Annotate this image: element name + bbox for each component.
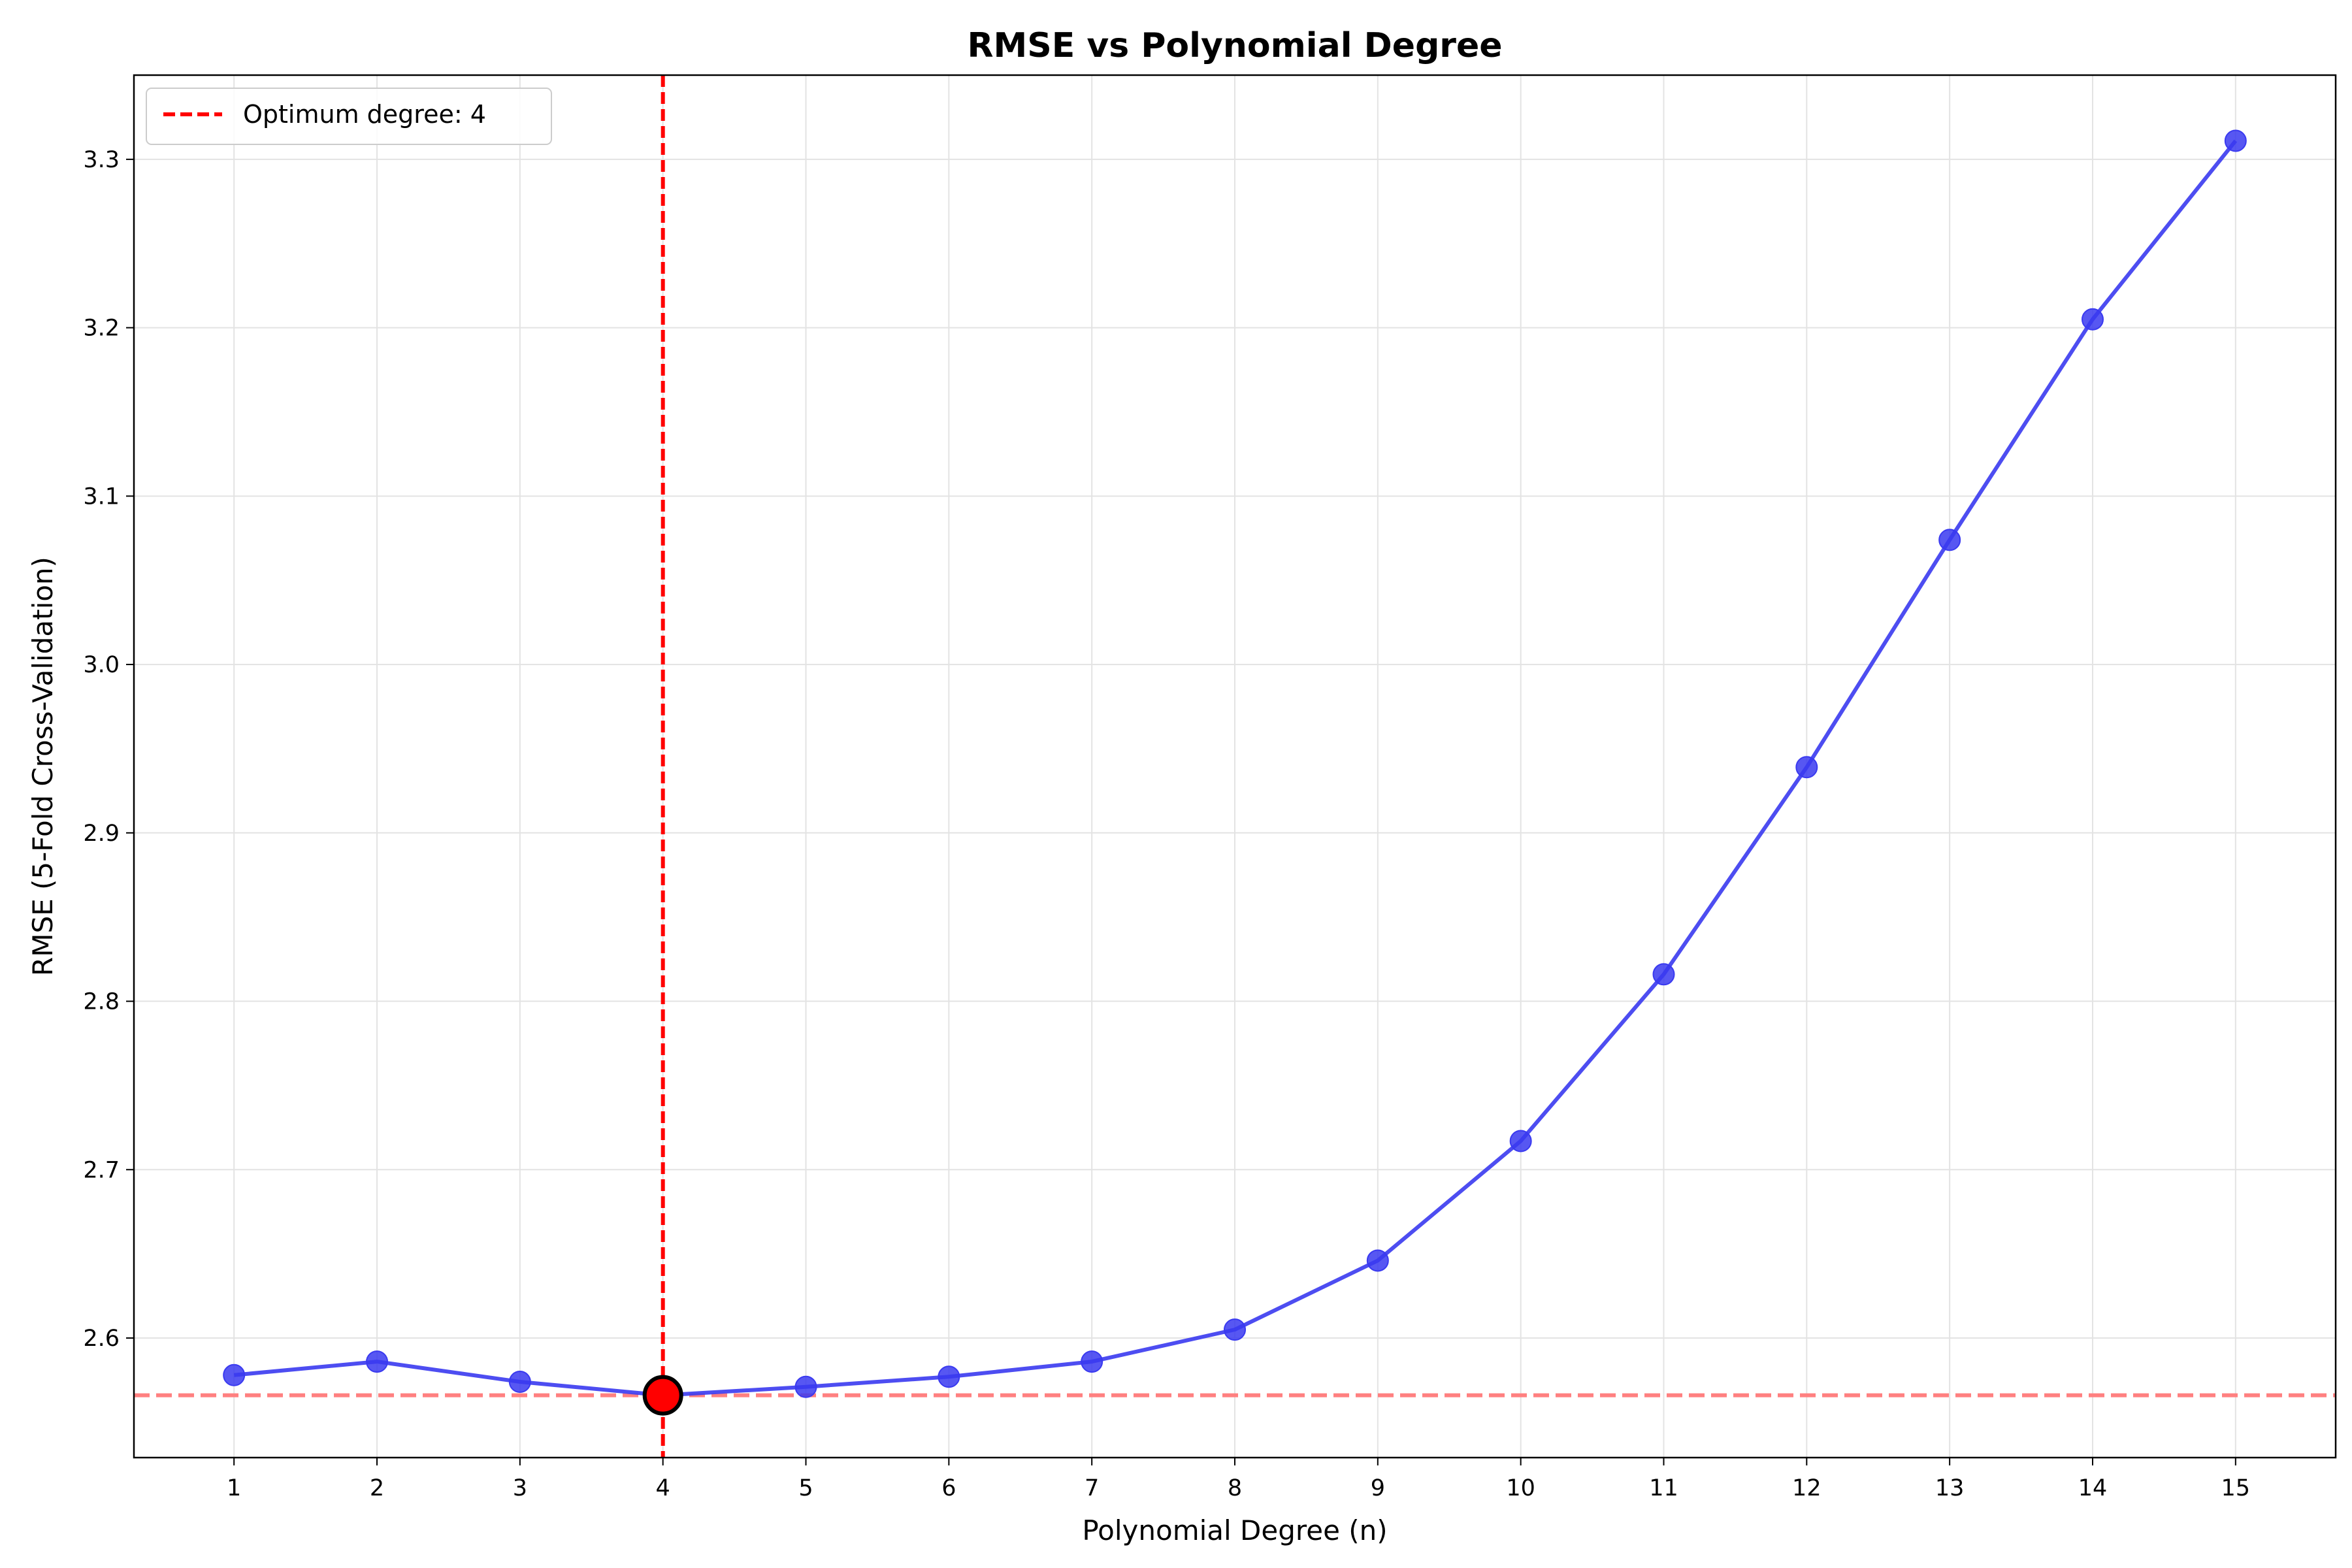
x-axis-ticks: 1 2 3 4 5 6 7 8 9 10 11 12 13 14 15 xyxy=(227,1458,2250,1501)
y-tick-label: 3.3 xyxy=(83,147,120,173)
x-tick-label: 7 xyxy=(1085,1475,1099,1501)
x-tick-label: 3 xyxy=(513,1475,527,1501)
y-tick-label: 2.7 xyxy=(83,1157,120,1183)
chart-title: RMSE vs Polynomial Degree xyxy=(968,26,1503,65)
y-tick-label: 2.6 xyxy=(83,1326,120,1352)
y-tick-label: 3.2 xyxy=(83,316,120,342)
data-point-degree-7 xyxy=(1081,1350,1103,1373)
x-tick-label: 14 xyxy=(2078,1475,2108,1501)
y-axis-ticks: 2.6 2.7 2.8 2.9 3.0 3.1 3.2 3.3 xyxy=(83,147,134,1352)
data-point-degree-8 xyxy=(1224,1318,1246,1341)
data-point-degree-3 xyxy=(508,1371,531,1394)
data-point-degree-1 xyxy=(223,1364,246,1386)
y-tick-label: 2.8 xyxy=(83,989,120,1015)
x-tick-label: 5 xyxy=(798,1475,813,1501)
data-point-degree-13 xyxy=(1938,529,1961,551)
x-tick-label: 6 xyxy=(941,1475,956,1501)
grid-lines xyxy=(134,75,2336,1458)
data-point-degree-10 xyxy=(1509,1130,1532,1152)
optimum-marker xyxy=(642,1375,683,1416)
data-point-degree-12 xyxy=(1795,756,1818,779)
x-tick-label: 9 xyxy=(1371,1475,1385,1501)
x-tick-label: 13 xyxy=(1935,1475,1965,1501)
y-axis-label: RMSE (5-Fold Cross-Validation) xyxy=(27,557,59,976)
x-tick-label: 10 xyxy=(1506,1475,1535,1501)
y-tick-label: 2.9 xyxy=(83,821,120,847)
x-tick-label: 2 xyxy=(370,1475,384,1501)
legend-box xyxy=(146,88,552,145)
rmse-series xyxy=(223,129,2247,1407)
x-tick-label: 15 xyxy=(2221,1475,2251,1501)
data-point-degree-6 xyxy=(938,1365,960,1388)
data-point-degree-15 xyxy=(2224,129,2247,152)
data-point-degree-5 xyxy=(794,1375,817,1398)
x-tick-label: 11 xyxy=(1649,1475,1678,1501)
x-tick-label: 12 xyxy=(1792,1475,1821,1501)
x-tick-label: 1 xyxy=(227,1475,241,1501)
legend: Optimum degree: 4 xyxy=(146,88,552,145)
data-point-degree-9 xyxy=(1366,1249,1389,1272)
data-point-degree-14 xyxy=(2081,308,2104,331)
x-tick-label: 8 xyxy=(1228,1475,1242,1501)
y-tick-label: 3.0 xyxy=(83,652,120,678)
legend-label-optimum: Optimum degree: 4 xyxy=(243,100,486,129)
y-tick-label: 3.1 xyxy=(83,483,120,510)
data-point-degree-11 xyxy=(1652,963,1675,986)
x-axis-label: Polynomial Degree (n) xyxy=(1082,1514,1387,1546)
x-tick-label: 4 xyxy=(656,1475,670,1501)
optimum-marker-group xyxy=(642,1375,683,1416)
data-point-degree-2 xyxy=(366,1350,389,1373)
